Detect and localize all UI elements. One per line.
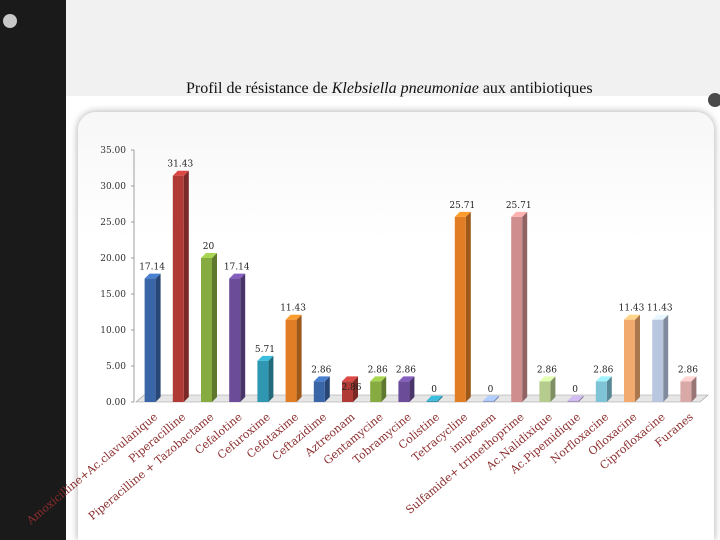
bar — [539, 381, 551, 402]
y-tick-label: 15.00 — [100, 290, 126, 300]
bar — [342, 381, 353, 402]
bar-top — [426, 395, 443, 401]
bar — [567, 400, 579, 402]
bar-top — [313, 376, 330, 382]
bar — [624, 319, 635, 402]
bar-side — [522, 211, 528, 402]
bar-top — [342, 376, 358, 382]
bar-top — [483, 395, 499, 401]
data-label: 11.43 — [619, 304, 645, 314]
bar — [454, 216, 466, 402]
bar-top — [257, 355, 274, 361]
data-label: 2.86 — [678, 365, 698, 375]
bar — [652, 319, 664, 402]
bar-side — [691, 376, 697, 402]
data-label: 2.86 — [311, 365, 331, 375]
title-prefix: Profil de résistance de — [186, 80, 332, 97]
decorative-dot — [3, 14, 17, 28]
bar-top — [285, 314, 302, 320]
bar-side — [268, 355, 274, 402]
bar-side — [635, 314, 640, 402]
bar-side — [663, 314, 669, 402]
data-label: 2.86 — [341, 383, 361, 393]
title-suffix: aux antibiotiques — [478, 80, 593, 97]
bar-top — [370, 376, 387, 382]
data-label: 0 — [572, 385, 578, 395]
bar-side — [296, 314, 302, 402]
data-label: 2.86 — [593, 365, 613, 375]
bar — [483, 400, 494, 402]
y-tick-label: 20.00 — [100, 254, 126, 264]
bar-top — [229, 273, 246, 279]
data-label: 11.43 — [647, 304, 673, 314]
y-tick-label: 30.00 — [100, 182, 126, 192]
bar-side — [606, 376, 612, 402]
bar-side — [155, 273, 161, 402]
y-tick-label: 25.00 — [100, 218, 126, 228]
data-label: 0 — [431, 385, 437, 395]
data-label: 0 — [488, 385, 494, 395]
bar — [426, 400, 438, 402]
bar — [229, 278, 241, 402]
data-label: 11.43 — [280, 304, 306, 314]
bar-side — [183, 170, 189, 402]
title-species: Klebsiella pneumoniae — [331, 80, 479, 97]
bar-side — [240, 273, 246, 402]
decorative-left-band — [0, 0, 66, 540]
bar-side — [465, 211, 471, 402]
bar-top — [680, 376, 697, 382]
bar — [144, 278, 156, 402]
bar — [201, 258, 212, 402]
data-label: 5.71 — [255, 345, 275, 355]
data-label: 2.86 — [537, 365, 557, 375]
bar-side — [494, 395, 499, 402]
data-label: 25.71 — [506, 201, 532, 211]
bar-top — [144, 273, 161, 279]
bar-side — [212, 253, 217, 402]
bar-top — [398, 376, 415, 382]
bar-side — [437, 395, 443, 402]
bar — [172, 175, 184, 402]
bar — [398, 381, 410, 402]
bar — [595, 381, 607, 402]
bar-side — [409, 376, 415, 402]
bar-side — [324, 376, 330, 402]
data-label: 2.86 — [368, 365, 388, 375]
y-tick-label: 35.00 — [100, 146, 126, 156]
y-tick-label: 5.00 — [106, 362, 126, 372]
bar — [313, 381, 325, 402]
decorative-dot — [708, 93, 720, 107]
data-label: 20 — [203, 242, 215, 252]
bar-side — [381, 376, 387, 402]
bar — [370, 381, 382, 402]
bar — [285, 319, 297, 402]
data-label: 17.14 — [224, 263, 250, 273]
y-tick-label: 0.00 — [106, 398, 126, 408]
bar-top — [539, 376, 556, 382]
data-label: 17.14 — [139, 263, 165, 273]
data-label: 2.86 — [396, 365, 416, 375]
bar — [511, 216, 523, 402]
y-tick-label: 10.00 — [100, 326, 126, 336]
chart-floor — [135, 394, 709, 403]
bar-top — [567, 395, 584, 401]
bar — [680, 381, 692, 402]
bar-top — [624, 314, 640, 320]
bar-top — [454, 211, 471, 217]
bar-top — [595, 376, 612, 382]
data-label: 31.43 — [167, 160, 193, 170]
bar-top — [511, 211, 528, 217]
bar-side — [578, 395, 584, 402]
bar-top — [201, 253, 217, 258]
bar-side — [353, 376, 358, 402]
bar-top — [172, 170, 189, 176]
bar — [257, 360, 269, 402]
bar-side — [550, 376, 556, 402]
bar-top — [652, 314, 669, 320]
decorative-top-band — [66, 0, 720, 96]
chart-title: Profil de résistance de Klebsiella pneum… — [186, 80, 706, 98]
data-label: 25.71 — [449, 201, 475, 211]
